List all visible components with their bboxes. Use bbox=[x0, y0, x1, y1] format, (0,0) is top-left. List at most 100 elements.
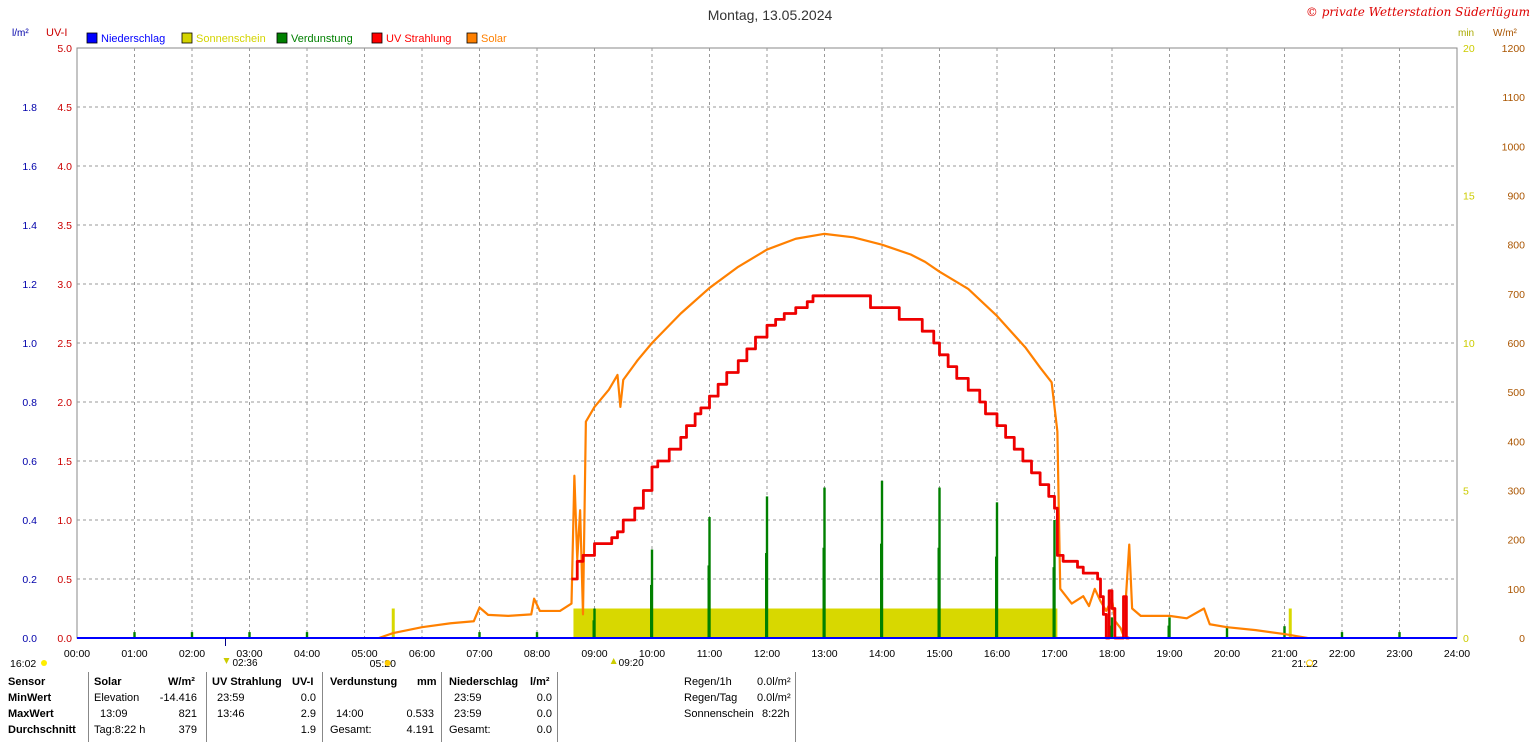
x-tick-label: 06:00 bbox=[409, 648, 435, 660]
rain-tick-label: 0.0 bbox=[22, 633, 37, 645]
solar-tick-label: 600 bbox=[1507, 338, 1525, 350]
uv-tick-label: 5.0 bbox=[57, 43, 72, 55]
solar-tick-label: 1200 bbox=[1502, 43, 1526, 55]
legend-swatch bbox=[466, 32, 478, 44]
sunrise-label: 05:20 bbox=[370, 658, 396, 670]
legend-swatch bbox=[181, 32, 193, 44]
sun-events: 16:02 05:20 21:22 02:36 09:20 bbox=[10, 638, 1318, 670]
evaporation-bar bbox=[478, 632, 481, 638]
evaporation-bar-sub bbox=[1052, 567, 1054, 638]
uv-tick-label: 1.5 bbox=[57, 456, 72, 468]
unit-min-label: min bbox=[1458, 28, 1474, 39]
row-avg-rain-time: Gesamt: bbox=[449, 724, 491, 736]
evaporation-bar bbox=[1168, 617, 1171, 638]
x-tick-label: 09:00 bbox=[581, 648, 607, 660]
weather-chart: Montag, 13.05.2024 © private Wetterstati… bbox=[10, 5, 1530, 670]
row-avg-solar-val: 379 bbox=[178, 724, 197, 736]
unit-solar-label: W/m² bbox=[1493, 28, 1518, 39]
legend-label: Niederschlag bbox=[101, 33, 165, 45]
evaporation-bar-sub bbox=[1167, 625, 1169, 638]
x-tick-label: 08:00 bbox=[524, 648, 550, 660]
uv-tick-label: 3.0 bbox=[57, 279, 72, 291]
rain-tick-label: 0.2 bbox=[22, 574, 37, 586]
solar-tick-label: 100 bbox=[1507, 584, 1525, 596]
x-tick-label: 07:00 bbox=[466, 648, 492, 660]
solar-tick-label: 400 bbox=[1507, 436, 1525, 448]
evaporation-bar bbox=[1110, 617, 1114, 638]
moon-up-label: 09:20 bbox=[619, 658, 644, 669]
moon-rise-left-label: 16:02 bbox=[10, 658, 36, 670]
evaporation-bar bbox=[650, 549, 654, 638]
evaporation-bar bbox=[190, 632, 194, 638]
solar-tick-label: 200 bbox=[1507, 535, 1525, 547]
uv-tick-label: 1.0 bbox=[57, 515, 72, 527]
row-avg-evap-time: Gesamt: bbox=[330, 724, 372, 736]
row-max-evap-val: 0.533 bbox=[406, 708, 434, 720]
chart-axes: 00:00 01:00 02:00 03:00 04:00 05:00 06:00 07:00… bbox=[22, 43, 1525, 660]
solar-tick-label: 800 bbox=[1507, 240, 1525, 252]
solar-tick-label: 900 bbox=[1507, 191, 1525, 203]
moon-down-label: 02:36 bbox=[233, 658, 258, 669]
unit-uv-label: UV-I bbox=[46, 27, 67, 39]
min-tick-label: 20 bbox=[1463, 43, 1475, 55]
x-tick-label: 10:00 bbox=[639, 648, 665, 660]
header-evap: Verdunstung bbox=[330, 676, 398, 688]
min-tick-label: 5 bbox=[1463, 486, 1469, 498]
evaporation-bar bbox=[1283, 626, 1286, 638]
moon-up-icon bbox=[610, 658, 617, 664]
header-solar-unit: W/m² bbox=[168, 676, 195, 688]
x-tick-label: 02:00 bbox=[179, 648, 205, 660]
x-tick-label: 03:00 bbox=[236, 648, 262, 660]
row-min-uv-time: 23:59 bbox=[217, 692, 245, 704]
evaporation-bar bbox=[1053, 520, 1056, 638]
evaporation-bar bbox=[248, 632, 251, 638]
rain-tick-label: 0.8 bbox=[22, 397, 37, 409]
x-tick-label: 19:00 bbox=[1156, 648, 1182, 660]
sunset-icon bbox=[1306, 659, 1314, 667]
x-tick-label: 12:00 bbox=[754, 648, 780, 660]
evaporation-bar bbox=[880, 480, 884, 638]
stat-rain-day-value: 0.0l/m² bbox=[757, 692, 791, 704]
stat-sunshine-value: 8:22h bbox=[762, 708, 790, 720]
row-max-solar-time: 13:09 bbox=[100, 708, 128, 720]
x-tick-label: 04:00 bbox=[294, 648, 320, 660]
header-evap-unit: mm bbox=[417, 676, 437, 688]
x-tick-label: 01:00 bbox=[121, 648, 147, 660]
legend-swatch bbox=[371, 32, 383, 44]
stat-rain-day-label: Regen/Tag bbox=[684, 692, 738, 704]
sunset-label: 21:22 bbox=[1292, 658, 1318, 670]
evaporation-bar-sub bbox=[937, 547, 939, 638]
unit-rain-label: l/m² bbox=[12, 28, 29, 39]
evaporation-bar-sub bbox=[1110, 625, 1112, 638]
legend-swatch bbox=[276, 32, 288, 44]
x-tick-label: 13:00 bbox=[811, 648, 837, 660]
min-tick-label: 15 bbox=[1463, 191, 1475, 203]
evaporation-bar bbox=[765, 496, 769, 638]
chart-title: Montag, 13.05.2024 bbox=[708, 7, 833, 23]
uv-tick-label: 3.5 bbox=[57, 220, 72, 232]
legend-label: UV Strahlung bbox=[386, 33, 451, 45]
x-tick-label: 21:00 bbox=[1271, 648, 1297, 660]
rain-tick-label: 0.6 bbox=[22, 456, 37, 468]
evaporation-bar-sub bbox=[650, 584, 652, 638]
row-max-rain-val: 0.0 bbox=[536, 708, 552, 720]
rain-tick-label: 1.2 bbox=[22, 279, 37, 291]
stat-rain-1h-value: 0.0l/m² bbox=[757, 676, 791, 688]
evaporation-bar-sub bbox=[880, 543, 882, 638]
row-max-solar-val: 821 bbox=[178, 708, 197, 720]
x-tick-label: 23:00 bbox=[1386, 648, 1412, 660]
sunshine-bar bbox=[391, 608, 395, 638]
stat-rain-1h-label: Regen/1h bbox=[684, 676, 732, 688]
x-tick-label: 11:00 bbox=[697, 648, 723, 660]
evaporation-bar-sub bbox=[707, 565, 709, 638]
row-min-solar-val: -14.416 bbox=[159, 692, 197, 704]
rain-tick-label: 1.8 bbox=[22, 102, 37, 114]
x-tick-label: 18:00 bbox=[1099, 648, 1125, 660]
x-tick-label: 00:00 bbox=[64, 648, 90, 660]
x-tick-label: 14:00 bbox=[869, 648, 895, 660]
row-max-evap-time: 14:00 bbox=[336, 708, 364, 720]
solar-tick-label: 0 bbox=[1519, 633, 1525, 645]
row-min-uv-val: 0.0 bbox=[300, 692, 316, 704]
line-series bbox=[77, 232, 1457, 640]
uv-tick-label: 4.5 bbox=[57, 102, 72, 114]
